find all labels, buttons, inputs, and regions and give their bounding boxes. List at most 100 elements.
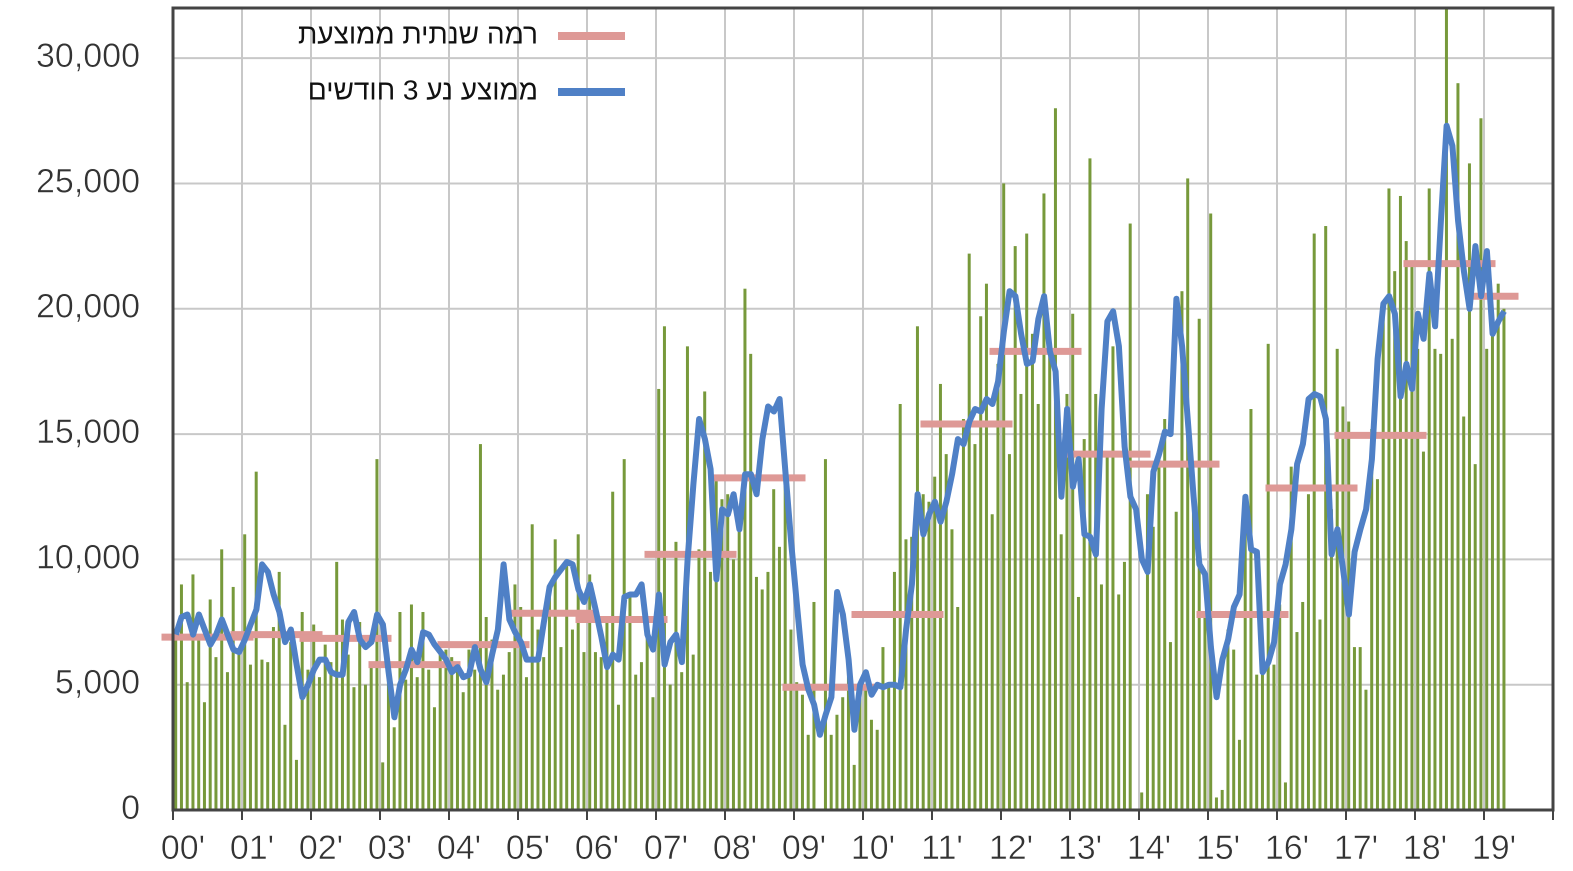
bar [1042, 193, 1046, 810]
bar [1094, 393, 1098, 810]
bar [398, 612, 402, 810]
x-tick-label: 19' [1472, 829, 1516, 867]
bar [1490, 321, 1494, 810]
bar [294, 759, 298, 810]
bar [507, 652, 511, 810]
bar [1117, 594, 1121, 810]
bar [1025, 233, 1029, 810]
bar [317, 677, 321, 810]
bar [582, 652, 586, 810]
bar [979, 316, 983, 810]
bar [197, 634, 201, 810]
bar [1387, 188, 1391, 810]
bar [254, 471, 258, 810]
bar [1456, 83, 1460, 810]
bar [1168, 642, 1172, 810]
bar [444, 649, 448, 810]
y-tick-label: 5,000 [55, 664, 140, 702]
bar [766, 571, 770, 810]
bar [1157, 451, 1161, 810]
bar [731, 559, 735, 810]
bar [553, 539, 557, 810]
bar [427, 669, 431, 810]
bar [743, 288, 747, 810]
bar [720, 499, 724, 810]
bar [392, 727, 396, 810]
bar [1128, 223, 1132, 811]
bar [530, 524, 534, 810]
y-tick-label: 15,000 [36, 413, 140, 451]
bar [944, 454, 948, 810]
bar [904, 539, 908, 810]
bar [1099, 584, 1103, 810]
bar [1306, 494, 1310, 810]
bar [1151, 526, 1155, 810]
bar [484, 617, 488, 810]
bar [1278, 604, 1282, 810]
bar [1329, 509, 1333, 810]
bar [910, 536, 914, 810]
bar [990, 514, 994, 810]
bar [208, 599, 212, 810]
bar [996, 363, 1000, 810]
bar [680, 672, 684, 810]
bar [1076, 596, 1080, 810]
bar [1186, 178, 1190, 811]
bar [415, 677, 419, 810]
bar [1393, 271, 1397, 810]
bar [967, 253, 971, 811]
y-tick-label: 0 [121, 789, 140, 827]
bar [1496, 283, 1500, 810]
bar [1088, 158, 1092, 810]
bar [346, 654, 350, 810]
bar [478, 444, 482, 810]
bar [1358, 647, 1362, 810]
bar [323, 644, 327, 810]
bar [1266, 343, 1270, 810]
bar [1404, 241, 1408, 811]
bar [1318, 619, 1322, 810]
y-tick-label: 20,000 [36, 288, 140, 326]
bar [691, 654, 695, 810]
x-tick-label: 14' [1127, 829, 1171, 867]
bar [1502, 308, 1506, 810]
bar [1243, 526, 1247, 810]
bar [1191, 501, 1195, 810]
bar [570, 629, 574, 810]
bar [921, 494, 925, 810]
bar [1140, 792, 1144, 810]
bar [1105, 451, 1109, 810]
bar [542, 657, 546, 810]
bar [1473, 464, 1477, 810]
bar [938, 383, 942, 810]
bar [536, 629, 540, 810]
bar [1416, 348, 1420, 810]
bar [1479, 118, 1483, 810]
bar [312, 624, 316, 810]
bar [795, 682, 799, 810]
bar [1163, 419, 1167, 810]
bar [634, 674, 638, 810]
bar [1289, 466, 1293, 810]
bar [1439, 353, 1443, 810]
bar [674, 541, 678, 810]
bar [329, 662, 333, 810]
bar [1237, 739, 1241, 810]
plot-frame [171, 6, 1555, 812]
x-tick-label: 10' [851, 829, 895, 867]
bar [473, 669, 477, 810]
bar [576, 534, 580, 810]
bar [202, 702, 206, 810]
bar [1111, 346, 1115, 810]
bar [1295, 632, 1299, 810]
bar [875, 729, 879, 810]
bar [565, 564, 569, 810]
x-tick-label: 17' [1334, 829, 1378, 867]
bar [846, 652, 850, 810]
bar [1036, 403, 1040, 810]
x-tick-label: 07' [644, 829, 688, 867]
x-tick-label: 13' [1058, 829, 1102, 867]
bar [777, 546, 781, 810]
bar [622, 459, 626, 810]
